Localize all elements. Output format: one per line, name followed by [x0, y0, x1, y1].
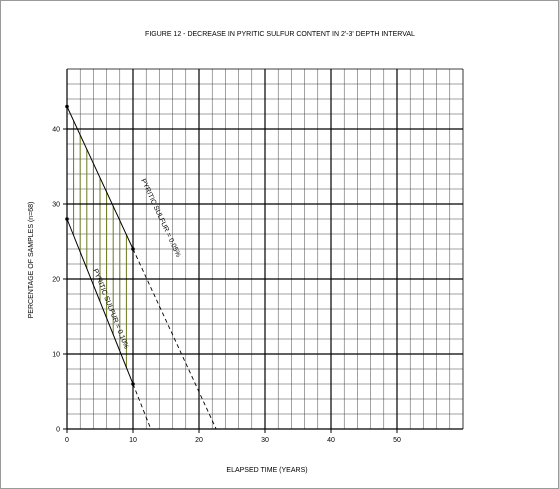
x-tick-label: 40 — [327, 437, 335, 444]
x-axis-label: ELAPSED TIME (YEARS) — [226, 467, 307, 474]
y-tick-label: 30 — [52, 202, 60, 209]
y-tick-label: 0 — [56, 427, 60, 434]
series-2-dashed-line — [132, 383, 152, 430]
chart-title: FIGURE 12 - DECREASE IN PYRITIC SULFUR C… — [145, 31, 415, 38]
series-1-solid-line — [66, 106, 134, 250]
x-tick-label: 50 — [393, 437, 401, 444]
series-2-point — [65, 217, 69, 221]
x-tick-label: 0 — [65, 437, 69, 444]
series-2-solid-line — [66, 218, 134, 385]
x-tick-label: 10 — [129, 437, 137, 444]
series-1-point — [65, 104, 69, 109]
y-axis-label: PERCENTAGE OF SAMPLES (n=68) — [28, 202, 35, 319]
series-1-dashed-line — [132, 248, 217, 430]
y-tick-label: 10 — [52, 352, 60, 359]
series-2-point — [131, 382, 135, 386]
x-tick-label: 20 — [195, 437, 203, 444]
tick-labels: 0 10 20 30 40 50 0 10 20 30 40 — [52, 127, 401, 445]
series-lines — [65, 104, 217, 430]
series-1-point — [131, 247, 135, 251]
x-tick-label: 30 — [261, 437, 269, 444]
y-tick-label: 20 — [52, 277, 60, 284]
major-grid — [67, 69, 463, 429]
y-tick-label: 40 — [52, 127, 60, 134]
